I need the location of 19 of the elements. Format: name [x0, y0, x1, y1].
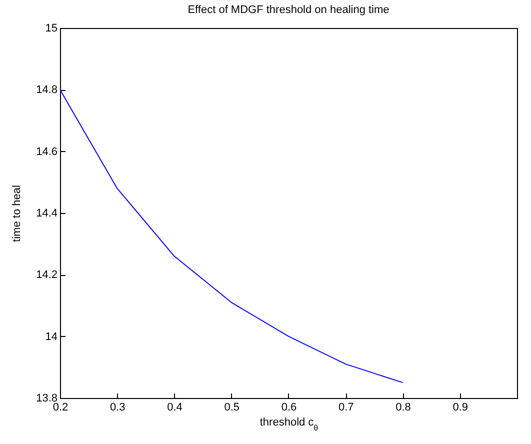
x-tick-label: 0.9 [452, 402, 468, 414]
y-tick-label: 14.4 [36, 208, 58, 220]
y-tick-label: 13.8 [36, 392, 58, 404]
x-tick-label: 0.7 [338, 402, 354, 414]
x-tick-label: 0.8 [396, 402, 411, 414]
y-tick-label: 14 [45, 330, 58, 343]
x-axis-title: threshold c$_{θ}$ [260, 416, 319, 432]
x-tick-label: 0.2 [52, 402, 68, 414]
x-tick-label: 0.4 [167, 402, 182, 414]
chart-title: Effect of MDGF threshold on healing time [188, 4, 390, 16]
y-tick-label: 15 [45, 22, 58, 34]
y-axis-title: time to heal [11, 185, 24, 242]
y-tick-label: 14.6 [36, 146, 58, 158]
x-tick-label: 0.3 [110, 402, 126, 414]
x-tick-label: 0.6 [281, 402, 297, 414]
x-tick-label: 0.5 [224, 402, 240, 414]
line-series [60, 89, 404, 384]
y-tick-label: 14.2 [36, 269, 58, 282]
y-tick-label: 14.8 [36, 84, 58, 96]
